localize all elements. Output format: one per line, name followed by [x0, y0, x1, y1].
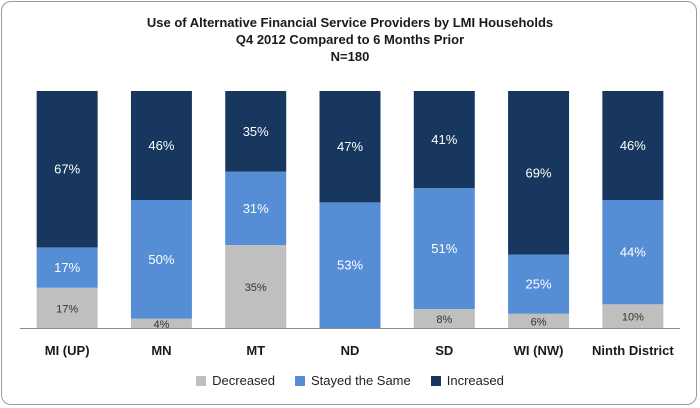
data-label-decreased-wi-nw: 6% [531, 316, 547, 328]
legend: Decreased Stayed the Same Increased [0, 373, 700, 388]
data-label-decreased-mt: 35% [245, 282, 267, 294]
legend-item-stayed-the-same: Stayed the Same [295, 373, 411, 388]
bar-decreased-mi-up [36, 287, 98, 328]
data-label-increased-mi-up: 67% [54, 162, 80, 177]
legend-item-decreased: Decreased [196, 373, 275, 388]
chart-title-block: Use of Alternative Financial Service Pro… [0, 14, 700, 65]
legend-item-increased: Increased [430, 373, 504, 388]
bar-increased-nd [319, 91, 381, 203]
category-label-wi-nw: WI (NW) [514, 343, 564, 358]
data-label-increased-mn: 46% [148, 138, 174, 153]
legend-swatch-decreased [196, 375, 207, 386]
data-label-stayed-the-same-mi-up: 17% [54, 260, 80, 275]
data-label-decreased-mi-up: 17% [56, 303, 78, 315]
bar-stayed-the-same-mi-up [36, 247, 98, 288]
bar-increased-sd [413, 91, 475, 189]
bar-stayed-the-same-mt [225, 171, 287, 246]
bar-decreased-mt [225, 245, 287, 328]
category-label-nd: ND [341, 343, 360, 358]
bar-increased-mt [225, 91, 287, 172]
bar-stayed-the-same-mn [130, 200, 192, 319]
data-label-stayed-the-same-sd: 51% [431, 241, 457, 256]
category-label-mn: MN [151, 343, 171, 358]
bar-increased-ninth-district [602, 91, 664, 201]
category-label-mt: MT [246, 343, 265, 358]
category-label-ninth-district: Ninth District [592, 343, 674, 358]
data-label-decreased-mn: 4% [153, 319, 169, 331]
data-label-stayed-the-same-mn: 50% [148, 252, 174, 267]
legend-label-decreased: Decreased [212, 373, 276, 388]
bar-decreased-ninth-district [602, 304, 664, 328]
chart-title: Use of Alternative Financial Service Pro… [146, 15, 554, 30]
bar-stayed-the-same-ninth-district [602, 200, 664, 305]
data-label-stayed-the-same-wi-nw: 25% [526, 277, 552, 292]
legend-label-increased: Increased [446, 373, 504, 388]
data-label-decreased-sd: 8% [436, 314, 452, 326]
bar-stayed-the-same-sd [413, 188, 475, 310]
data-label-increased-mt: 35% [243, 124, 269, 139]
data-label-increased-ninth-district: 46% [620, 138, 646, 153]
data-label-stayed-the-same-ninth-district: 44% [620, 245, 646, 260]
data-label-stayed-the-same-nd: 53% [337, 258, 363, 273]
chart-sample-size: N=180 [330, 49, 370, 64]
data-label-increased-nd: 47% [337, 139, 363, 154]
bar-increased-mn [130, 91, 192, 201]
bar-stayed-the-same-wi-nw [508, 254, 570, 314]
data-label-increased-wi-nw: 69% [526, 165, 552, 180]
data-label-stayed-the-same-mt: 31% [243, 201, 269, 216]
bar-decreased-mn [130, 318, 192, 328]
bar-decreased-sd [413, 309, 475, 328]
bar-increased-mi-up [36, 91, 98, 248]
data-label-decreased-ninth-district: 10% [622, 312, 644, 324]
bar-decreased-wi-nw [508, 313, 570, 328]
data-label-increased-sd: 41% [431, 132, 457, 147]
category-label-sd: SD [435, 343, 453, 358]
bar-increased-wi-nw [508, 91, 570, 255]
legend-swatch-increased [430, 375, 441, 386]
legend-label-stayed-the-same: Stayed the Same [311, 373, 411, 388]
category-label-mi-up: MI (UP) [45, 343, 90, 358]
bar-stayed-the-same-nd [319, 202, 381, 328]
legend-swatch-stayed-the-same [295, 375, 306, 386]
chart-subtitle: Q4 2012 Compared to 6 Months Prior [235, 32, 465, 47]
